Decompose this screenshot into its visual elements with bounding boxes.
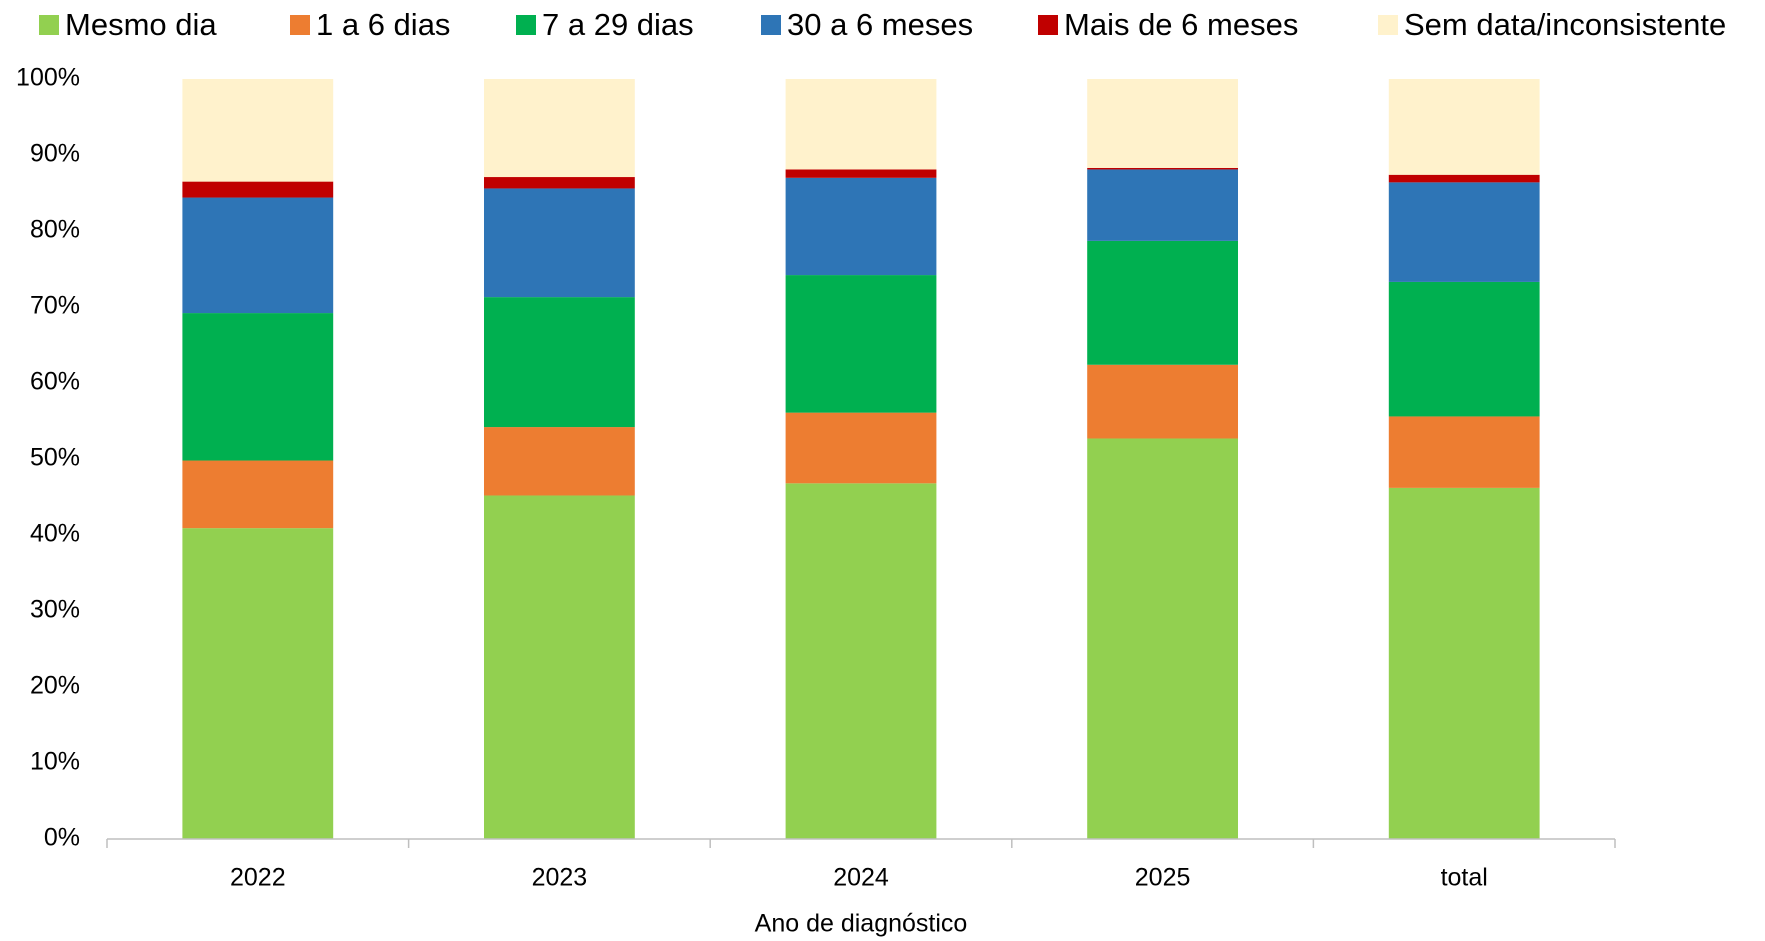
legend-label: 30 a 6 meses bbox=[787, 7, 973, 42]
legend-swatch bbox=[1378, 15, 1398, 35]
legend-swatch bbox=[39, 15, 59, 35]
bar-segment bbox=[1388, 79, 1540, 175]
x-axis-label: Ano de diagnóstico bbox=[755, 910, 968, 938]
y-tick-label: 10% bbox=[30, 748, 80, 776]
bar-segment bbox=[1087, 167, 1238, 170]
y-tick-label: 20% bbox=[30, 672, 80, 700]
y-tick-label: 100% bbox=[16, 64, 80, 92]
bar-segment bbox=[1388, 416, 1540, 488]
legend-label: Sem data/inconsistente bbox=[1404, 7, 1726, 42]
y-tick-label: 40% bbox=[30, 520, 80, 548]
bar-segment bbox=[182, 79, 334, 182]
bar-segment bbox=[1087, 169, 1238, 241]
legend-swatch bbox=[290, 15, 310, 35]
x-tick-label: 2024 bbox=[833, 864, 889, 892]
bar-segment bbox=[1388, 174, 1540, 183]
bar-segment bbox=[484, 427, 635, 496]
bar-segment bbox=[1388, 281, 1540, 417]
x-tick-label: 2023 bbox=[532, 864, 588, 892]
bar-segment bbox=[484, 177, 635, 189]
legend-swatch bbox=[516, 15, 536, 35]
x-tick-label: 2025 bbox=[1135, 864, 1191, 892]
y-tick-label: 50% bbox=[30, 444, 80, 472]
legend-swatch bbox=[761, 15, 781, 35]
y-tick-label: 30% bbox=[30, 596, 80, 624]
y-tick-label: 80% bbox=[30, 216, 80, 244]
y-tick-label: 0% bbox=[44, 824, 80, 852]
bar-segment bbox=[182, 313, 334, 461]
y-tick-label: 70% bbox=[30, 292, 80, 320]
bar-segment bbox=[1087, 364, 1238, 439]
legend-label: Mesmo dia bbox=[65, 7, 217, 42]
bar-segment bbox=[785, 177, 937, 276]
legend-label: 1 a 6 dias bbox=[316, 7, 450, 42]
bar-segment bbox=[1388, 182, 1540, 282]
bar-segment bbox=[182, 528, 334, 839]
bar-segment bbox=[785, 412, 937, 484]
bar-segment bbox=[182, 197, 334, 314]
y-tick-label: 60% bbox=[30, 368, 80, 396]
bar-segment bbox=[1087, 240, 1238, 365]
bar-segment bbox=[785, 169, 937, 178]
bar-segment bbox=[785, 483, 937, 839]
bar-segment bbox=[1388, 487, 1540, 839]
legend-label: Mais de 6 meses bbox=[1064, 7, 1298, 42]
legend-label: 7 a 29 dias bbox=[542, 7, 694, 42]
bar-segment bbox=[785, 275, 937, 413]
y-tick-label: 90% bbox=[30, 140, 80, 168]
bar-segment bbox=[182, 181, 334, 198]
x-tick-label: 2022 bbox=[230, 864, 286, 892]
legend-swatch bbox=[1038, 15, 1058, 35]
bar-segment bbox=[484, 297, 635, 428]
bar-segment bbox=[484, 495, 635, 839]
bar-segment bbox=[1087, 438, 1238, 839]
bar-segment bbox=[484, 79, 635, 178]
bar-segment bbox=[484, 188, 635, 298]
bar-segment bbox=[1087, 79, 1238, 168]
x-tick-label: total bbox=[1441, 864, 1488, 892]
bar-segment bbox=[785, 79, 937, 170]
bar-segment bbox=[182, 460, 334, 529]
